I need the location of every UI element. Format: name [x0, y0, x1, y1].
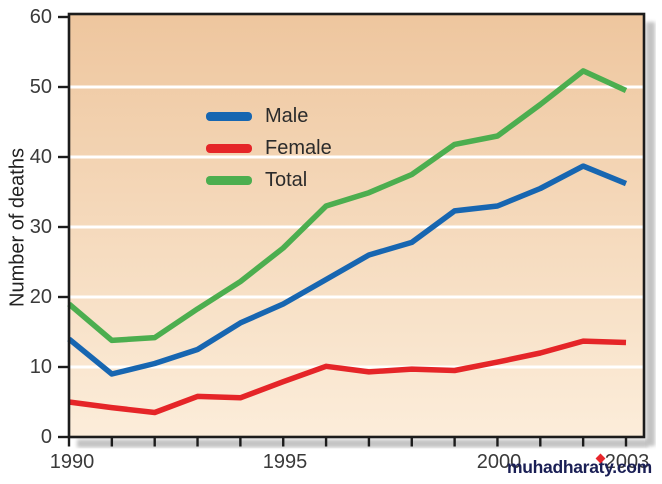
y-tick-label-20: 20	[29, 286, 52, 308]
y-tick-label-30: 30	[29, 216, 52, 238]
legend-label-total: Total	[265, 168, 308, 191]
female-line-swatch	[206, 143, 252, 153]
legend-row-female: Female	[206, 132, 332, 164]
y-tick-label-40: 40	[29, 146, 52, 168]
y-tick-label-10: 10	[29, 356, 52, 378]
legend-label-female: Female	[265, 136, 332, 159]
legend-row-male: Male	[206, 100, 332, 132]
total-line-swatch	[206, 175, 252, 185]
x-tick-label-2000: 2000	[476, 451, 522, 473]
y-tick-label-50: 50	[29, 76, 52, 98]
y-tick-label-0: 0	[40, 426, 52, 448]
legend: Male Female Total	[206, 100, 332, 196]
male-line-swatch	[206, 111, 252, 121]
legend-label-male: Male	[265, 104, 309, 127]
y-tick-label-60: 60	[29, 6, 52, 28]
x-tick-label-2003: 2003	[604, 451, 650, 473]
watermark-text: muhadharaty.com	[507, 457, 652, 477]
legend-row-total: Total	[206, 164, 332, 196]
x-tick-label-1990: 1990	[49, 451, 95, 473]
x-tick-label-1995: 1995	[262, 451, 308, 473]
